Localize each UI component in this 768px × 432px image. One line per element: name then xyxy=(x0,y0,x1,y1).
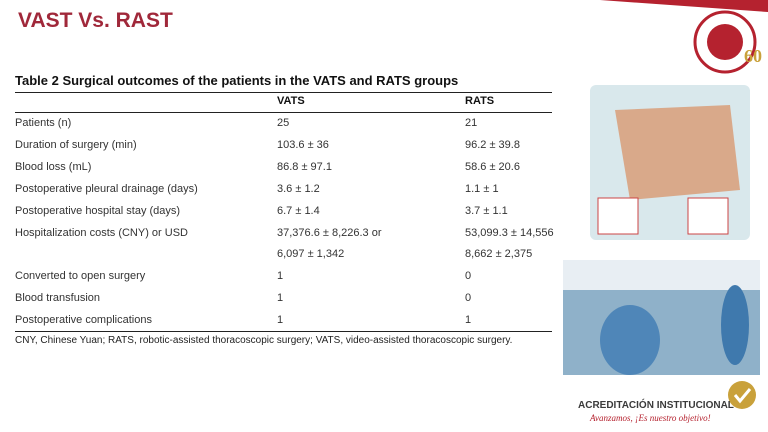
decor: 60 xyxy=(563,0,768,409)
column-header: RATS xyxy=(465,95,495,107)
cell-value: 1 xyxy=(465,314,472,327)
cell-value: 0 xyxy=(465,292,472,305)
photo-ceiling xyxy=(563,260,760,290)
cell-value: 1.1 ± 1 xyxy=(465,182,499,195)
cell-value: 96.2 ± 39.8 xyxy=(465,138,520,151)
row-label: Postoperative pleural drainage (days) xyxy=(15,182,198,195)
photo-surgeon xyxy=(721,285,749,365)
cell-value: 1 xyxy=(277,314,284,327)
row-label: Duration of surgery (min) xyxy=(15,138,137,151)
logo-anniversary: 60 xyxy=(744,46,762,66)
photo-surgeon xyxy=(600,305,660,375)
cell-value: 0 xyxy=(465,270,472,283)
cell-value: 1 xyxy=(277,292,284,305)
row-label: Postoperative hospital stay (days) xyxy=(15,204,181,217)
badge-seal xyxy=(728,381,756,409)
table-rule xyxy=(15,331,552,332)
corner-stripe xyxy=(600,0,768,12)
cell-value: 21 xyxy=(465,117,478,129)
cell-value: 37,376.6 ± 8,226.3 or xyxy=(277,226,382,239)
cell-value: 3.6 ± 1.2 xyxy=(277,182,320,195)
column-header: VATS xyxy=(277,95,305,107)
cell-value: 58.6 ± 20.6 xyxy=(465,160,520,173)
badge-motto: Avanzamos, ¡Es nuestro objetivo! xyxy=(590,413,711,423)
badge-check xyxy=(733,388,752,404)
table-caption: Table 2 Surgical outcomes of the patient… xyxy=(15,73,459,88)
table-footnote: CNY, Chinese Yuan; RATS, robotic-assiste… xyxy=(15,335,513,346)
cell-value: 6.7 ± 1.4 xyxy=(277,204,320,217)
table-rule xyxy=(15,92,552,93)
cell-value: 3.7 ± 1.1 xyxy=(465,204,508,217)
cell-value: 103.6 ± 36 xyxy=(277,138,329,151)
row-label: Postoperative complications xyxy=(15,314,152,327)
badge-title: ACREDITACIÓN INSTITUCIONAL xyxy=(578,400,734,411)
row-label: Converted to open surgery xyxy=(15,270,146,283)
row-label: Blood transfusion xyxy=(15,292,100,305)
slide-title: VAST Vs. RAST xyxy=(18,9,173,32)
row-label: Patients (n) xyxy=(15,117,72,129)
cell-value: 53,099.3 ± 14,556 xyxy=(465,226,554,239)
row-label: Blood loss (mL) xyxy=(15,160,92,173)
row-label: Hospitalization costs (CNY) or USD xyxy=(15,226,188,239)
illustration-inset xyxy=(687,197,729,235)
cell-value: 86.8 ± 97.1 xyxy=(277,160,332,173)
cell-value: 8,662 ± 2,375 xyxy=(465,248,533,261)
cell-value: 25 xyxy=(277,117,290,129)
illustration-patient xyxy=(615,105,740,200)
cell-value: 6,097 ± 1,342 xyxy=(277,248,345,261)
cell-value: 1 xyxy=(277,270,284,283)
logo-shield xyxy=(707,24,743,60)
illustration-inset xyxy=(597,197,639,235)
table-rule xyxy=(15,112,552,113)
